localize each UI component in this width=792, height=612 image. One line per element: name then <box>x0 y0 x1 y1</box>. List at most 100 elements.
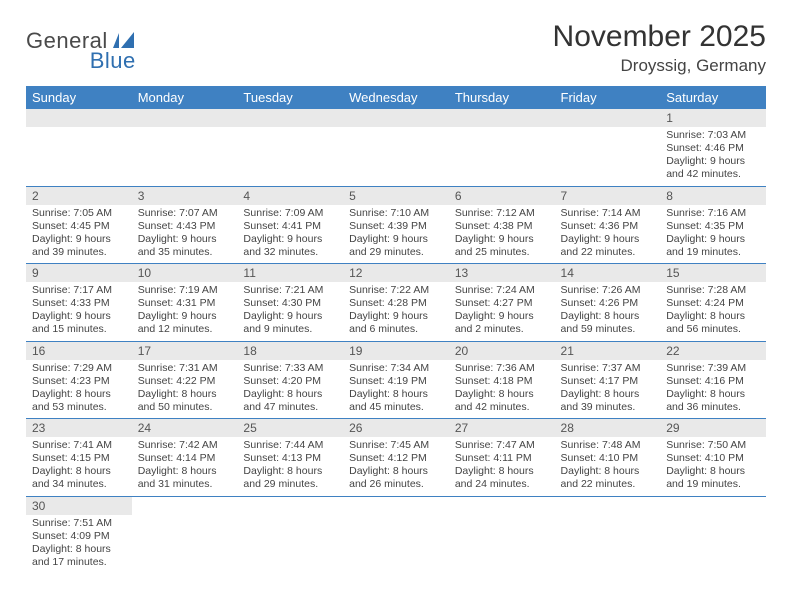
day-number: 24 <box>132 419 238 437</box>
day-line: Daylight: 8 hours <box>243 388 337 401</box>
day-line: and 2 minutes. <box>455 323 549 336</box>
day-line: Sunrise: 7:10 AM <box>349 207 443 220</box>
calendar-cell: 30Sunrise: 7:51 AMSunset: 4:09 PMDayligh… <box>26 496 132 573</box>
calendar-cell: 3Sunrise: 7:07 AMSunset: 4:43 PMDaylight… <box>132 186 238 264</box>
day-line: and 17 minutes. <box>32 556 126 569</box>
day-number: 5 <box>343 187 449 205</box>
day-number: 23 <box>26 419 132 437</box>
calendar-cell: 17Sunrise: 7:31 AMSunset: 4:22 PMDayligh… <box>132 341 238 419</box>
day-body: Sunrise: 7:51 AMSunset: 4:09 PMDaylight:… <box>26 515 132 574</box>
calendar-cell <box>343 109 449 186</box>
day-body: Sunrise: 7:42 AMSunset: 4:14 PMDaylight:… <box>132 437 238 496</box>
calendar-cell: 10Sunrise: 7:19 AMSunset: 4:31 PMDayligh… <box>132 264 238 342</box>
calendar-cell: 8Sunrise: 7:16 AMSunset: 4:35 PMDaylight… <box>660 186 766 264</box>
day-header: Tuesday <box>237 86 343 109</box>
day-line: Sunset: 4:22 PM <box>138 375 232 388</box>
day-line: Sunrise: 7:14 AM <box>561 207 655 220</box>
calendar-cell: 26Sunrise: 7:45 AMSunset: 4:12 PMDayligh… <box>343 419 449 497</box>
day-line: Sunrise: 7:05 AM <box>32 207 126 220</box>
day-body: Sunrise: 7:33 AMSunset: 4:20 PMDaylight:… <box>237 360 343 419</box>
day-line: and 42 minutes. <box>455 401 549 414</box>
day-body: Sunrise: 7:34 AMSunset: 4:19 PMDaylight:… <box>343 360 449 419</box>
day-body: Sunrise: 7:26 AMSunset: 4:26 PMDaylight:… <box>555 282 661 341</box>
day-number: 25 <box>237 419 343 437</box>
calendar-week-row: 23Sunrise: 7:41 AMSunset: 4:15 PMDayligh… <box>26 419 766 497</box>
day-line: Daylight: 8 hours <box>561 465 655 478</box>
day-body: Sunrise: 7:28 AMSunset: 4:24 PMDaylight:… <box>660 282 766 341</box>
day-line: Sunset: 4:38 PM <box>455 220 549 233</box>
calendar-week-row: 9Sunrise: 7:17 AMSunset: 4:33 PMDaylight… <box>26 264 766 342</box>
day-line: Sunrise: 7:36 AM <box>455 362 549 375</box>
day-number: 11 <box>237 264 343 282</box>
calendar-cell <box>237 109 343 186</box>
day-line: Sunrise: 7:03 AM <box>666 129 760 142</box>
day-line: and 35 minutes. <box>138 246 232 259</box>
day-line: and 47 minutes. <box>243 401 337 414</box>
day-number: 27 <box>449 419 555 437</box>
day-line: Sunrise: 7:42 AM <box>138 439 232 452</box>
day-line: Sunset: 4:35 PM <box>666 220 760 233</box>
day-line: Daylight: 8 hours <box>666 310 760 323</box>
day-body: Sunrise: 7:16 AMSunset: 4:35 PMDaylight:… <box>660 205 766 264</box>
day-line: Sunrise: 7:22 AM <box>349 284 443 297</box>
day-line: and 22 minutes. <box>561 246 655 259</box>
day-body: Sunrise: 7:03 AMSunset: 4:46 PMDaylight:… <box>660 127 766 186</box>
calendar-cell: 29Sunrise: 7:50 AMSunset: 4:10 PMDayligh… <box>660 419 766 497</box>
calendar-week-row: 16Sunrise: 7:29 AMSunset: 4:23 PMDayligh… <box>26 341 766 419</box>
day-number: 3 <box>132 187 238 205</box>
day-body: Sunrise: 7:29 AMSunset: 4:23 PMDaylight:… <box>26 360 132 419</box>
day-number: 14 <box>555 264 661 282</box>
day-line: Sunrise: 7:34 AM <box>349 362 443 375</box>
calendar-cell <box>132 109 238 186</box>
day-line: Sunrise: 7:16 AM <box>666 207 760 220</box>
day-number: 22 <box>660 342 766 360</box>
day-body: Sunrise: 7:09 AMSunset: 4:41 PMDaylight:… <box>237 205 343 264</box>
day-line: Sunset: 4:11 PM <box>455 452 549 465</box>
day-line: and 15 minutes. <box>32 323 126 336</box>
day-header: Monday <box>132 86 238 109</box>
day-body: Sunrise: 7:14 AMSunset: 4:36 PMDaylight:… <box>555 205 661 264</box>
day-line: Daylight: 8 hours <box>666 465 760 478</box>
calendar-cell <box>555 109 661 186</box>
calendar-cell <box>343 496 449 573</box>
calendar-cell: 9Sunrise: 7:17 AMSunset: 4:33 PMDaylight… <box>26 264 132 342</box>
day-line: Daylight: 9 hours <box>243 310 337 323</box>
day-line: Sunrise: 7:31 AM <box>138 362 232 375</box>
day-number: 16 <box>26 342 132 360</box>
day-line: and 19 minutes. <box>666 246 760 259</box>
day-line: Sunrise: 7:45 AM <box>349 439 443 452</box>
day-line: and 29 minutes. <box>349 246 443 259</box>
day-body: Sunrise: 7:17 AMSunset: 4:33 PMDaylight:… <box>26 282 132 341</box>
day-body: Sunrise: 7:19 AMSunset: 4:31 PMDaylight:… <box>132 282 238 341</box>
day-line: Sunset: 4:18 PM <box>455 375 549 388</box>
day-line: Sunset: 4:45 PM <box>32 220 126 233</box>
day-header: Wednesday <box>343 86 449 109</box>
day-line: Sunrise: 7:19 AM <box>138 284 232 297</box>
day-line: Sunset: 4:30 PM <box>243 297 337 310</box>
day-body: Sunrise: 7:31 AMSunset: 4:22 PMDaylight:… <box>132 360 238 419</box>
day-line: Sunrise: 7:12 AM <box>455 207 549 220</box>
day-line: Daylight: 9 hours <box>138 310 232 323</box>
day-line: Daylight: 9 hours <box>666 155 760 168</box>
day-line: Sunset: 4:10 PM <box>666 452 760 465</box>
day-line: Sunset: 4:10 PM <box>561 452 655 465</box>
day-line: Daylight: 9 hours <box>32 310 126 323</box>
day-line: Daylight: 8 hours <box>32 388 126 401</box>
day-line: and 12 minutes. <box>138 323 232 336</box>
day-line: Daylight: 9 hours <box>561 233 655 246</box>
day-number: 1 <box>660 109 766 127</box>
day-line: Sunrise: 7:07 AM <box>138 207 232 220</box>
day-body: Sunrise: 7:37 AMSunset: 4:17 PMDaylight:… <box>555 360 661 419</box>
day-number: 8 <box>660 187 766 205</box>
day-body: Sunrise: 7:44 AMSunset: 4:13 PMDaylight:… <box>237 437 343 496</box>
day-line: Daylight: 8 hours <box>455 465 549 478</box>
day-line: and 39 minutes. <box>561 401 655 414</box>
day-line: Sunrise: 7:24 AM <box>455 284 549 297</box>
day-line: Sunset: 4:20 PM <box>243 375 337 388</box>
day-line: Sunrise: 7:17 AM <box>32 284 126 297</box>
title-block: November 2025 Droyssig, Germany <box>553 20 766 76</box>
calendar-cell: 14Sunrise: 7:26 AMSunset: 4:26 PMDayligh… <box>555 264 661 342</box>
day-body: Sunrise: 7:07 AMSunset: 4:43 PMDaylight:… <box>132 205 238 264</box>
day-line: Sunset: 4:15 PM <box>32 452 126 465</box>
day-number: 7 <box>555 187 661 205</box>
